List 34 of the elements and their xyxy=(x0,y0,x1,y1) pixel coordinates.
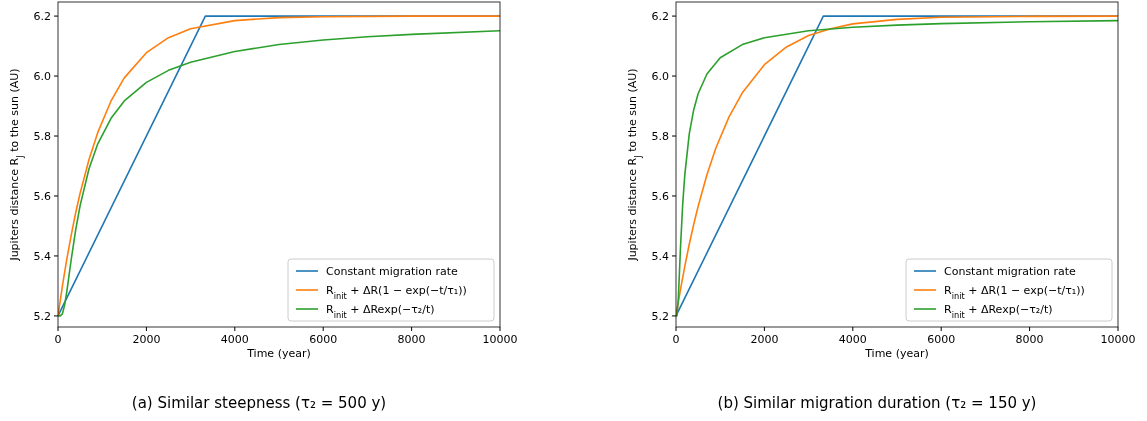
y-tick-label: 6.2 xyxy=(651,10,669,24)
legend-label: Constant migration rate xyxy=(944,265,1077,278)
x-axis-title: Time (year) xyxy=(864,347,929,360)
y-tick-label: 5.8 xyxy=(651,130,669,144)
y-tick-label: 6.2 xyxy=(33,10,51,24)
y-tick-label: 6.0 xyxy=(651,70,669,84)
text: (a) Similar steepness (τ₂ = 500 y) xyxy=(131,394,387,412)
x-tick-label: 2000 xyxy=(750,333,779,346)
y-tick-label: 5.2 xyxy=(33,309,51,323)
x-tick-label: 4000 xyxy=(220,333,249,346)
legend-label: R$_{init}$ + ΔRexp(−τ₂/t) xyxy=(326,303,435,320)
legend-label: R$_{init}$ + ΔRexp(−τ₂/t) xyxy=(944,303,1053,320)
x-tick-label: 0 xyxy=(54,333,62,346)
x-tick-label: 6000 xyxy=(309,333,338,346)
y-tick-label: 5.4 xyxy=(651,249,669,263)
y-tick-label: 5.6 xyxy=(651,189,669,203)
y-tick-label: 5.2 xyxy=(651,309,669,323)
x-tick-label: 8000 xyxy=(1015,333,1044,346)
x-tick-label: 10000 xyxy=(482,333,518,346)
x-tick-label: 8000 xyxy=(397,333,426,346)
x-tick-label: 10000 xyxy=(1100,333,1136,346)
y-tick-label: 5.8 xyxy=(33,130,51,144)
x-tick-label: 4000 xyxy=(838,333,867,346)
legend-label: Constant migration rate xyxy=(326,265,459,278)
x-tick-label: 6000 xyxy=(927,333,956,346)
legend-label: R$_{init}$ + ΔR(1 − exp(−t/τ₁)) xyxy=(326,284,467,301)
y-tick-label: 5.4 xyxy=(33,249,51,263)
text: (b) Similar migration duration (τ₂ = 150 y) xyxy=(717,394,1037,412)
x-tick-label: 2000 xyxy=(132,333,161,346)
x-axis-title: Time (year) xyxy=(246,347,311,360)
y-tick-label: 6.0 xyxy=(33,70,51,84)
x-tick-label: 0 xyxy=(672,333,680,346)
y-tick-label: 5.6 xyxy=(33,189,51,203)
legend-label: R$_{init}$ + ΔR(1 − exp(−t/τ₁)) xyxy=(944,284,1085,301)
